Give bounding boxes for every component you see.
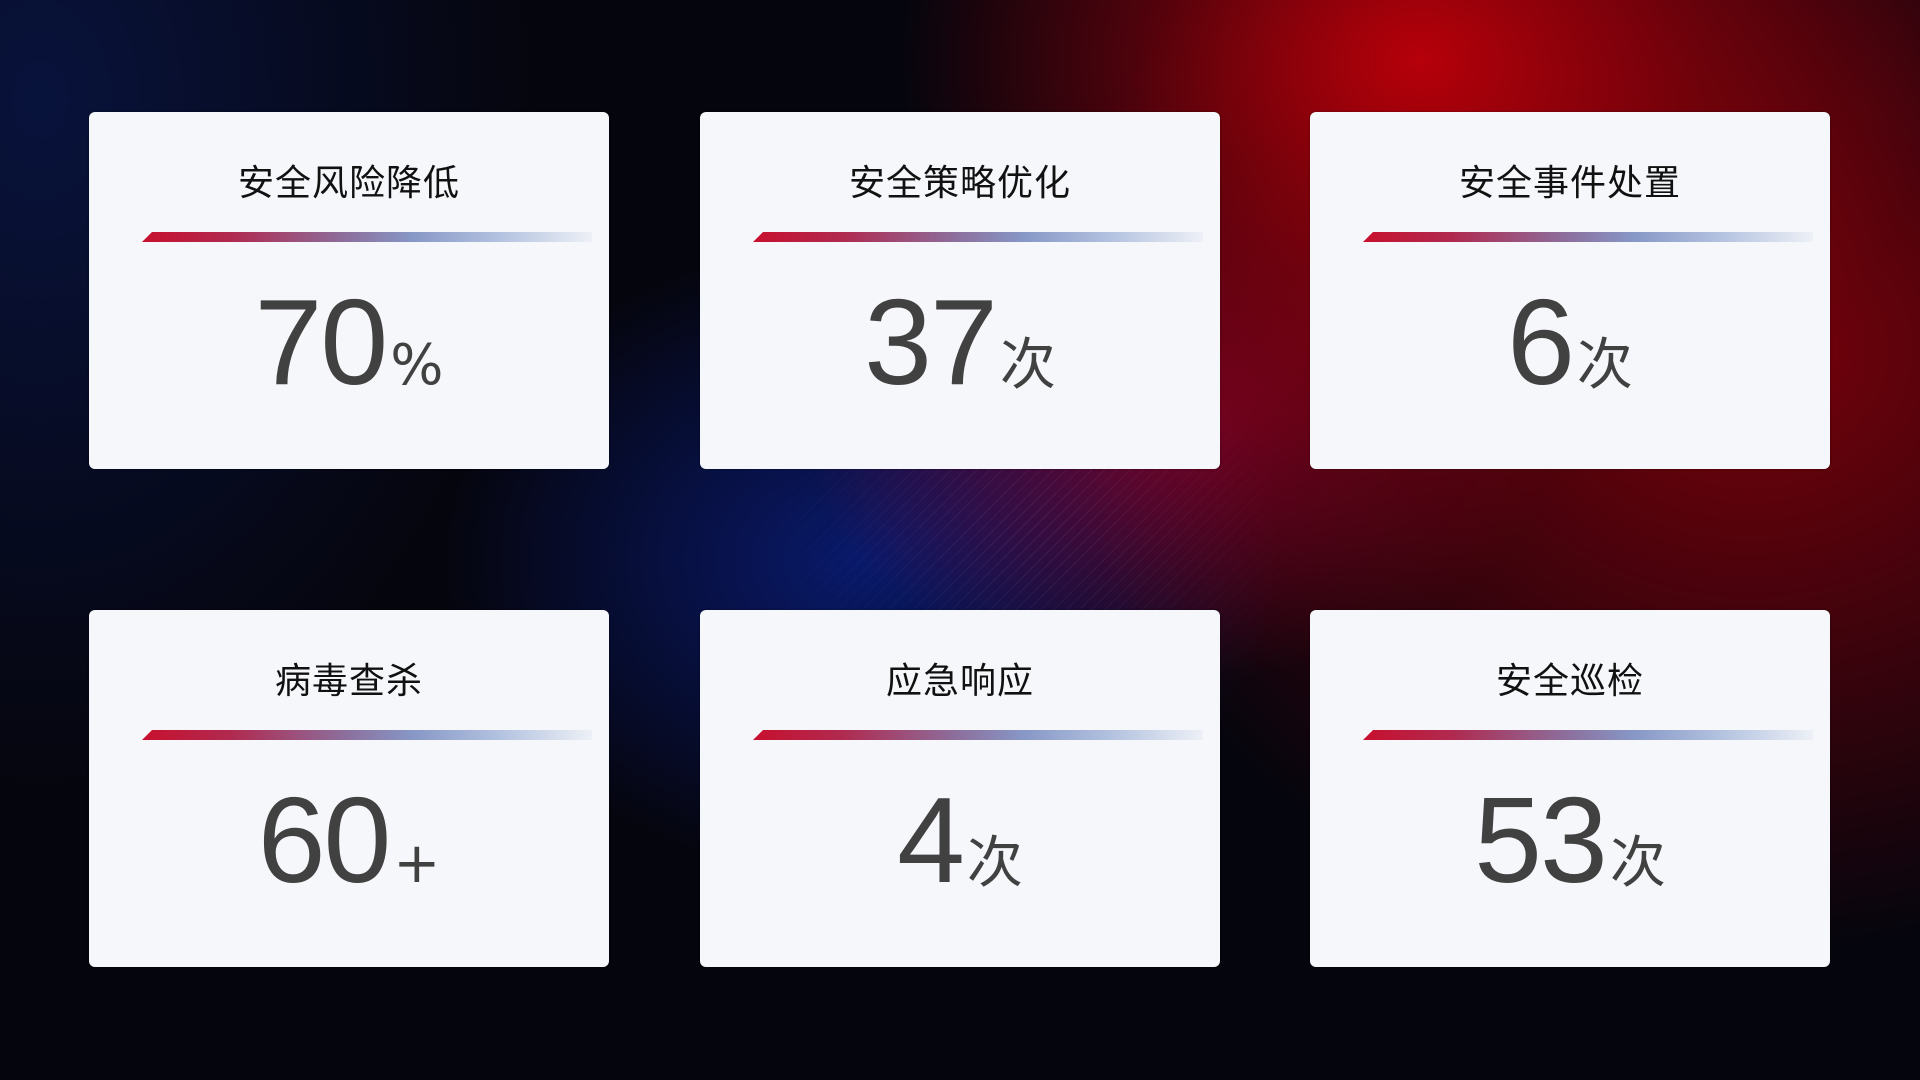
- card-title: 病毒查杀: [274, 661, 423, 702]
- stat-card-security-inspection: 安全巡检 53次: [1310, 610, 1830, 967]
- value-unit: 次: [1576, 333, 1633, 398]
- stat-card-policy-optimization: 安全策略优化 37次: [700, 112, 1220, 469]
- card-title: 安全风险降低: [237, 163, 460, 204]
- gradient-divider: [142, 232, 592, 242]
- value-number: 60: [257, 772, 392, 908]
- card-title: 安全事件处置: [1458, 163, 1681, 204]
- card-value: 6次: [1310, 272, 1830, 412]
- stat-card-incident-handling: 安全事件处置 6次: [1310, 112, 1830, 469]
- value-unit: %: [390, 333, 444, 398]
- card-value: 70%: [89, 272, 609, 412]
- value-unit: 次: [999, 333, 1056, 398]
- stat-card-emergency-response: 应急响应 4次: [700, 610, 1220, 967]
- card-value: 53次: [1310, 770, 1830, 910]
- value-number: 70: [254, 274, 389, 410]
- value-number: 6: [1507, 274, 1575, 410]
- value-number: 53: [1474, 772, 1608, 908]
- value-number: 4: [897, 772, 965, 908]
- value-unit: 次: [966, 831, 1023, 896]
- card-title: 应急响应: [885, 661, 1034, 702]
- value-unit: 次: [1609, 831, 1666, 896]
- gradient-divider: [1363, 730, 1813, 740]
- gradient-divider: [753, 730, 1203, 740]
- card-value: 4次: [700, 770, 1220, 910]
- card-value: 60+: [89, 770, 609, 910]
- stat-card-risk-reduction: 安全风险降低 70%: [89, 112, 609, 469]
- gradient-divider: [753, 232, 1203, 242]
- value-unit: +: [393, 831, 441, 896]
- gradient-divider: [142, 730, 592, 740]
- gradient-divider: [1363, 232, 1813, 242]
- card-value: 37次: [700, 272, 1220, 412]
- value-number: 37: [864, 274, 998, 410]
- card-title: 安全巡检: [1495, 661, 1644, 702]
- card-title: 安全策略优化: [848, 163, 1071, 204]
- stat-card-virus-removal: 病毒查杀 60+: [89, 610, 609, 967]
